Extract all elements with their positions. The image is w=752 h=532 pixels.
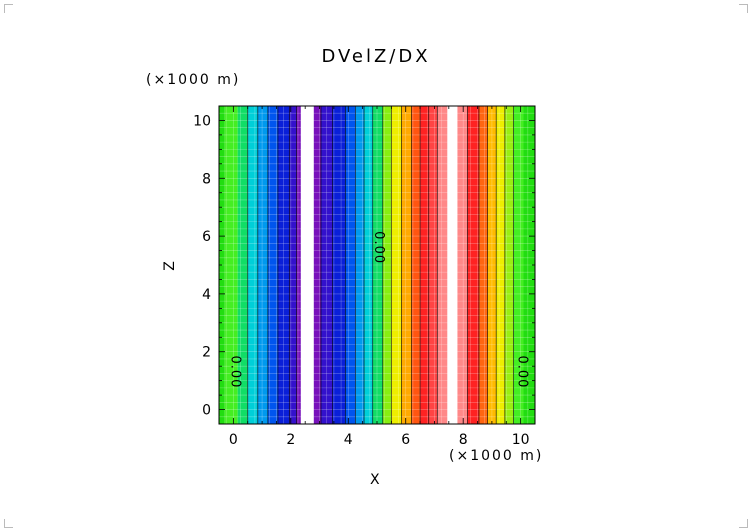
color-band-20 — [411, 106, 421, 424]
color-band-15 — [364, 106, 373, 424]
x-axis-label: X — [370, 472, 380, 488]
color-band-3 — [247, 106, 258, 424]
corner-mark-tl — [4, 4, 13, 13]
color-band-2 — [237, 106, 248, 424]
contour-labels: 0.00 0.00 0.00 — [227, 231, 529, 388]
color-band-23 — [437, 106, 448, 424]
color-band-9 — [300, 106, 314, 424]
color-band-13 — [345, 106, 356, 424]
color-band-17 — [382, 106, 392, 424]
y-axis-multiplier: (×1000 m) — [146, 72, 241, 88]
color-band-14 — [355, 106, 365, 424]
color-bands — [219, 106, 535, 424]
color-band-7 — [289, 106, 297, 424]
color-band-4 — [257, 106, 268, 424]
y-tick-label: 8 — [202, 171, 211, 187]
color-band-1 — [224, 106, 238, 424]
color-band-12 — [332, 106, 346, 424]
color-band-19 — [401, 106, 412, 424]
chart-title: DVelZ/DX — [321, 46, 431, 67]
color-band-22 — [428, 106, 438, 424]
color-band-10 — [313, 106, 321, 424]
corner-mark-bl — [4, 519, 13, 528]
contour-label-2: 0.00 — [515, 355, 530, 388]
x-tick-label: 10 — [512, 432, 530, 448]
y-tick-label: 6 — [202, 229, 211, 245]
color-band-8 — [296, 106, 301, 424]
color-band-26 — [467, 106, 479, 424]
x-tick-label: 2 — [286, 432, 295, 448]
x-tick-label: 4 — [344, 432, 353, 448]
color-band-6 — [277, 106, 290, 424]
x-axis-ticks: 0 2 4 6 8 10 — [218, 106, 536, 448]
y-tick-label: 2 — [202, 345, 211, 361]
color-band-27 — [478, 106, 488, 424]
color-band-28 — [487, 106, 497, 424]
y-tick-label: 10 — [193, 113, 211, 129]
color-band-24 — [447, 106, 458, 424]
contour-label-0: 0.00 — [227, 355, 242, 388]
x-tick-label: 0 — [229, 432, 238, 448]
color-band-29 — [496, 106, 505, 424]
color-band-32 — [523, 106, 535, 424]
color-band-21 — [420, 106, 429, 424]
y-axis-ticks: 0 2 4 6 8 10 — [193, 105, 535, 425]
x-axis-multiplier: (×1000 m) — [449, 448, 544, 464]
color-band-5 — [267, 106, 278, 424]
x-tick-label: 8 — [459, 432, 468, 448]
color-band-30 — [504, 106, 514, 424]
contour-lines — [247, 106, 514, 424]
color-band-18 — [391, 106, 402, 424]
color-band-31 — [513, 106, 524, 424]
y-tick-label: 4 — [202, 287, 211, 303]
color-band-25 — [457, 106, 468, 424]
color-band-11 — [320, 106, 333, 424]
x-tick-label: 6 — [401, 432, 410, 448]
contour-label-1: 0.00 — [371, 231, 386, 264]
color-band-16 — [372, 106, 383, 424]
y-tick-label: 0 — [202, 403, 211, 419]
corner-mark-br — [739, 519, 748, 528]
corner-mark-tr — [739, 4, 748, 13]
